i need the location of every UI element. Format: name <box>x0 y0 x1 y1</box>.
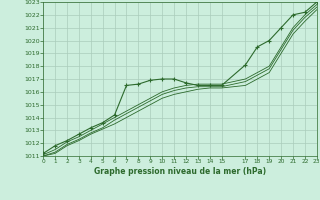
X-axis label: Graphe pression niveau de la mer (hPa): Graphe pression niveau de la mer (hPa) <box>94 167 266 176</box>
